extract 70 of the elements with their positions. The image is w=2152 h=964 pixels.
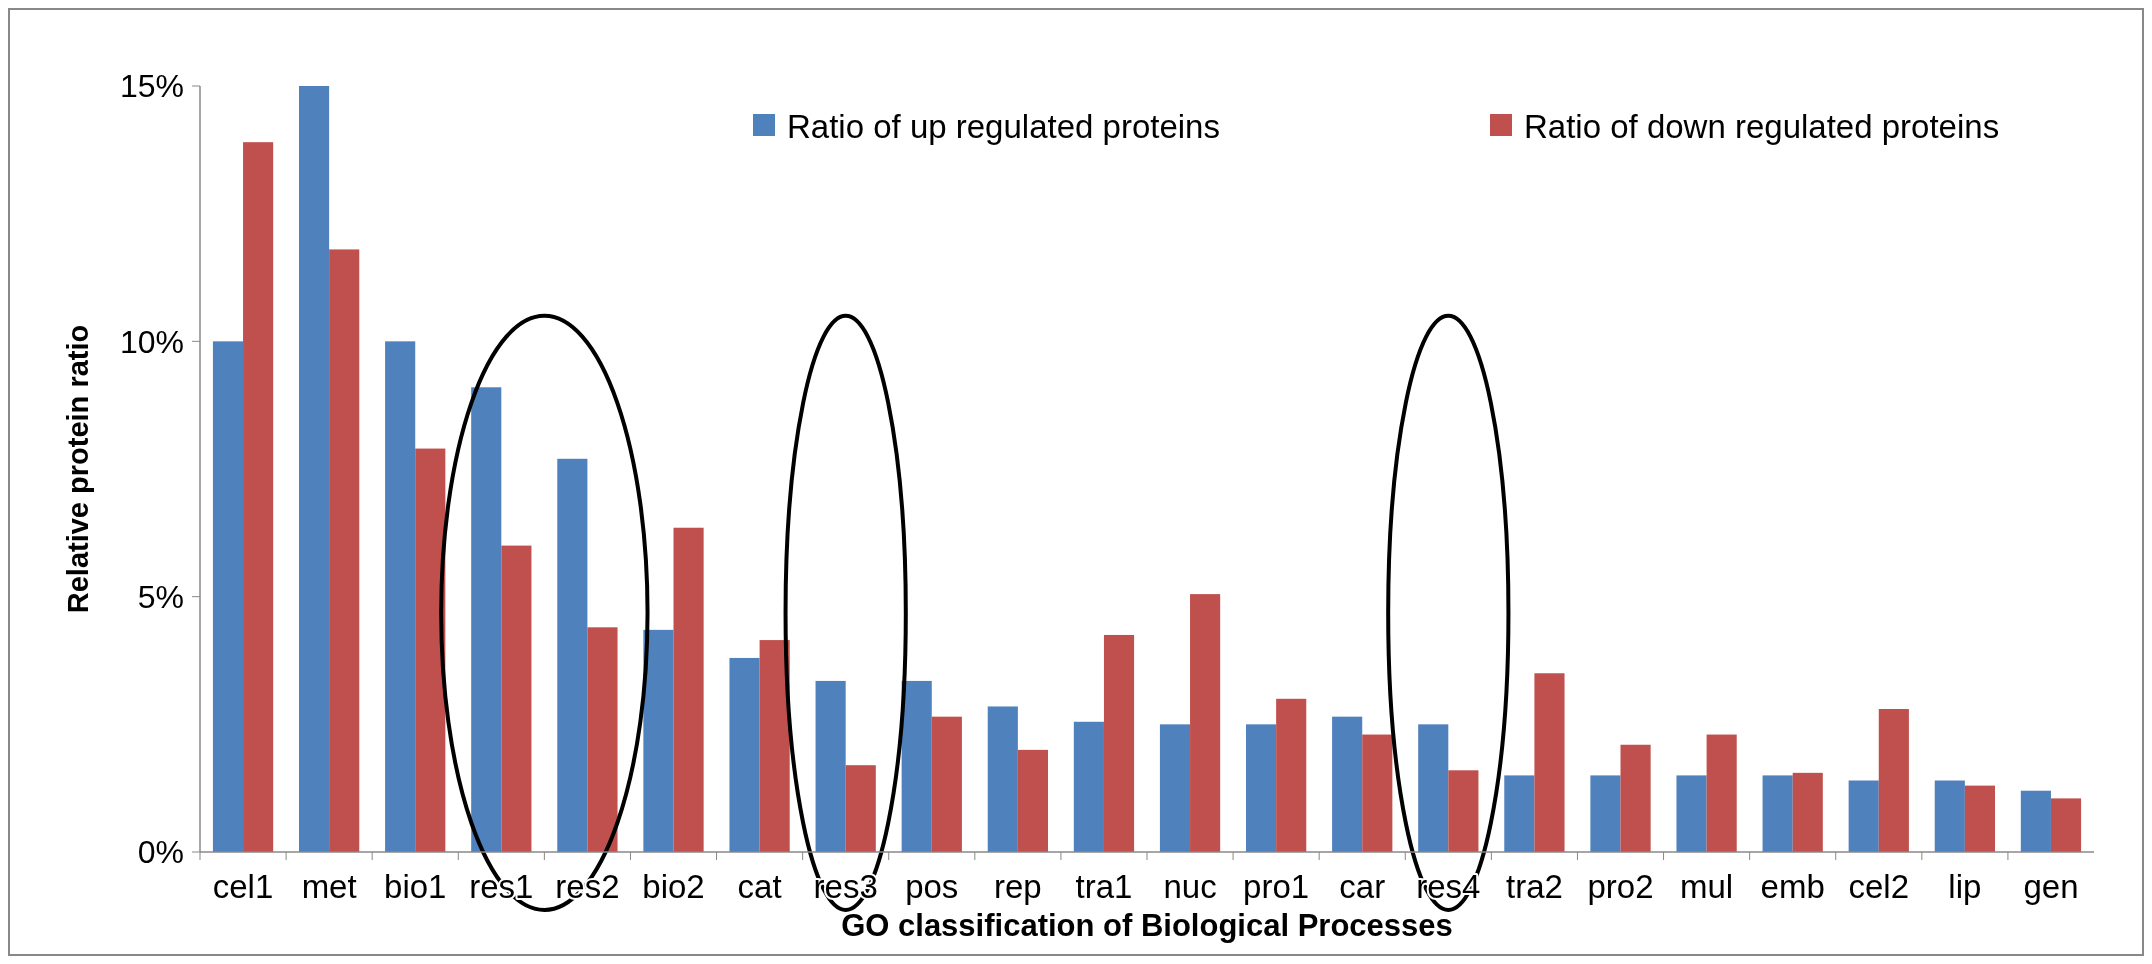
bar: [1534, 673, 1565, 852]
bar: [1848, 780, 1879, 852]
x-tick-label: gen: [2023, 868, 2079, 905]
x-tick-label: cel1: [212, 868, 274, 905]
x-tick-label: mul: [1680, 868, 1734, 905]
x-tick-label: pro1: [1243, 868, 1310, 905]
bar: [1448, 770, 1479, 852]
x-tick-label: car: [1339, 868, 1386, 905]
bar: [1676, 775, 1707, 852]
bar: [415, 448, 446, 852]
bar: [2020, 790, 2051, 852]
bar: [1878, 709, 1909, 852]
x-tick-label: met: [301, 868, 357, 905]
y-axis-title: Relative protein ratio: [62, 324, 94, 614]
bar: [243, 142, 274, 852]
bar: [1964, 785, 1995, 852]
x-axis-title: GO classification of Biological Processes: [841, 908, 1453, 943]
legend-label: Ratio of down regulated proteins: [1524, 107, 2000, 145]
bar: [1590, 775, 1621, 852]
bar: [1276, 698, 1307, 852]
x-tick-label: cel2: [1848, 868, 1910, 905]
bar: [1706, 734, 1737, 852]
bar: [557, 458, 588, 852]
x-tick-label: bio2: [642, 868, 705, 905]
x-tick-label: pos: [905, 868, 959, 905]
bar: [643, 629, 674, 852]
bar: [1073, 721, 1104, 852]
bar: [329, 249, 360, 852]
bar: [1418, 724, 1449, 852]
bar: [845, 765, 876, 852]
bar: [1934, 780, 1965, 852]
bar: [1017, 749, 1048, 852]
bar: [931, 716, 962, 852]
bar: [1620, 744, 1651, 852]
bar: [2050, 798, 2082, 852]
x-tick-label: emb: [1760, 868, 1825, 905]
x-tick-label: pro2: [1587, 868, 1654, 905]
y-tick-label: 5%: [137, 578, 184, 615]
bar: [673, 527, 704, 852]
x-tick-label: tra2: [1505, 868, 1563, 905]
y-tick-label: 10%: [119, 323, 184, 360]
y-tick-label: 15%: [119, 68, 184, 105]
x-tick-label: lip: [1948, 868, 1982, 905]
x-tick-label: rep: [994, 868, 1042, 905]
x-tick-label: cat: [737, 868, 782, 905]
x-tick-label: nuc: [1163, 868, 1217, 905]
bar: [1504, 775, 1535, 852]
bar: [385, 341, 416, 852]
bar: [815, 680, 846, 852]
bar: [1246, 724, 1277, 852]
y-tick-label: 0%: [137, 834, 184, 871]
x-tick-label: tra1: [1075, 868, 1133, 905]
bar: [587, 627, 618, 852]
bar: [1190, 594, 1221, 852]
x-tick-label: bio1: [384, 868, 447, 905]
bar: [987, 706, 1018, 852]
bar: [299, 86, 330, 852]
bar: [1792, 772, 1823, 852]
bar: [1762, 775, 1793, 852]
bar: [471, 387, 502, 852]
bar: [1103, 634, 1135, 852]
bar: [501, 545, 532, 852]
legend-label: Ratio of up regulated proteins: [787, 107, 1220, 145]
bar: [1159, 724, 1191, 852]
bar: [212, 341, 244, 852]
bar: [901, 680, 932, 852]
bar: [1332, 716, 1363, 852]
bar: [1362, 734, 1393, 852]
bar: [729, 657, 760, 852]
bar: [759, 640, 790, 852]
